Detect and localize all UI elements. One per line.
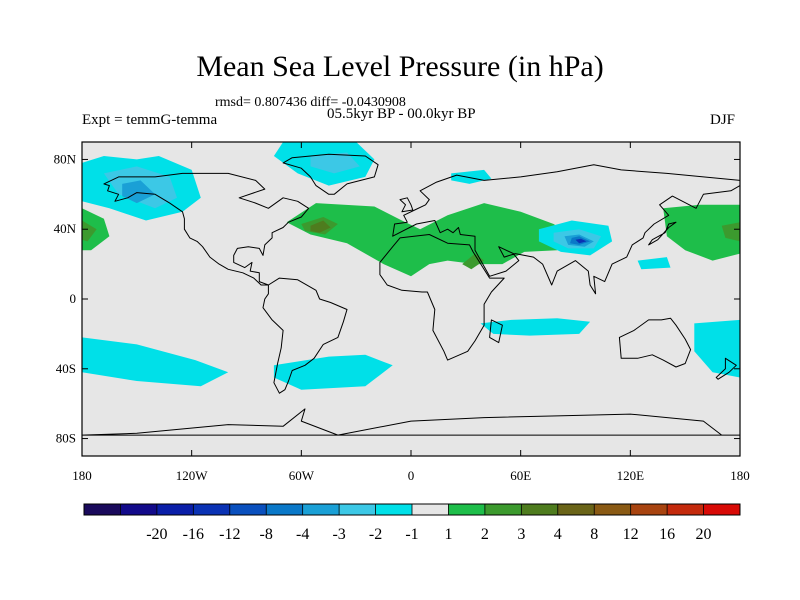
season-label: DJF <box>710 112 736 128</box>
colorbar-swatch <box>120 504 158 515</box>
coastline <box>399 197 414 213</box>
lon-tick-label: 120W <box>176 468 209 483</box>
coastline <box>262 277 348 394</box>
coastline-layer <box>82 153 740 436</box>
anomaly-region <box>82 337 229 387</box>
colorbar-label: -20 <box>146 526 167 543</box>
period-text: 05.5kyr BP - 00.0kyr BP <box>327 106 476 122</box>
coastline <box>648 221 677 246</box>
stats-text: rmsd= 0.807436 diff= -0.0430908 <box>215 95 406 110</box>
colorbar-label: -3 <box>332 526 345 543</box>
lat-tick-label: 40S <box>56 361 76 376</box>
colorbar-swatch <box>703 504 741 515</box>
lat-tick-label: 0 <box>70 291 77 306</box>
lon-tick-label: 180 <box>730 468 750 483</box>
lat-tick-label: 80S <box>56 431 76 446</box>
colorbar-swatch <box>84 504 121 515</box>
colorbar-swatch <box>339 504 376 515</box>
experiment-label: Expt = temmG-temma <box>82 112 218 128</box>
colorbar-label: 20 <box>696 526 712 543</box>
colorbar-label: -16 <box>183 526 204 543</box>
lat-tick-label: 40N <box>54 221 77 236</box>
colorbar-label: 3 <box>517 526 525 543</box>
anomaly-region <box>694 319 740 378</box>
colorbar-swatch <box>193 504 231 515</box>
colorbar-label: 2 <box>481 526 489 543</box>
colorbar-swatch <box>557 504 595 515</box>
colorbar-swatch <box>630 504 668 515</box>
colorbar-swatch <box>521 504 559 515</box>
anomaly-region <box>721 222 740 242</box>
coastline <box>82 408 740 436</box>
colorbar-swatch <box>448 504 486 515</box>
colorbar-label: 8 <box>590 526 598 543</box>
colorbar-swatch <box>302 504 340 515</box>
colorbar-swatch <box>594 504 631 515</box>
anomaly-region <box>310 220 331 233</box>
lat-tick-label: 80N <box>54 151 77 166</box>
coastline <box>379 234 505 361</box>
anomaly-region <box>575 238 587 244</box>
lon-tick-label: 0 <box>408 468 415 483</box>
colorbar-label: 12 <box>623 526 639 543</box>
coastline <box>392 164 740 295</box>
colorbar-swatch <box>667 504 704 515</box>
colorbar-label: -8 <box>260 526 273 543</box>
anomaly-region <box>122 180 156 204</box>
coastline <box>618 317 692 368</box>
colorbar: -20 -16 -12 -8 -4 -3 -2 -1 1 2 3 4 8 12 16 20 <box>83 503 741 543</box>
coastline <box>715 357 737 380</box>
colorbar-swatch <box>412 504 449 515</box>
anomaly-region <box>273 354 393 390</box>
colorbar-label: 16 <box>659 526 675 543</box>
lon-tick-label: 60W <box>289 468 315 483</box>
figure-title: Mean Sea Level Pressure (in hPa) <box>196 50 604 83</box>
colorbar-swatch <box>375 504 413 515</box>
lon-tick-label: 120E <box>617 468 645 483</box>
anomaly-region <box>82 220 97 242</box>
lon-tick-label: 180 <box>72 468 92 483</box>
coastline <box>282 153 379 195</box>
coastline <box>489 319 503 344</box>
anomaly-region <box>637 257 671 270</box>
colorbar-label: 1 <box>444 526 452 543</box>
anomaly-region <box>480 318 591 336</box>
anomaly-region <box>663 204 740 261</box>
coastline <box>103 172 310 286</box>
colorbar-swatch <box>266 504 303 515</box>
colorbar-label: -4 <box>296 526 309 543</box>
colorbar-label: 4 <box>554 526 562 543</box>
axis-layer: 80N 40N 0 40S 80S 180 120W 60W 0 60E 120E 180 <box>54 142 750 483</box>
colorbar-swatch <box>156 504 194 515</box>
colorbar-label: -12 <box>219 526 240 543</box>
colorbar-swatch <box>229 504 267 515</box>
colorbar-label: -2 <box>369 526 382 543</box>
colorbar-label: -1 <box>405 526 418 543</box>
anomaly-region <box>451 169 492 184</box>
anomaly-field-layer <box>82 142 740 390</box>
lon-tick-label: 60E <box>510 468 531 483</box>
anomaly-region <box>286 203 576 277</box>
anomaly-region <box>310 152 360 174</box>
colorbar-frame <box>83 503 741 516</box>
colorbar-swatch <box>484 504 522 515</box>
